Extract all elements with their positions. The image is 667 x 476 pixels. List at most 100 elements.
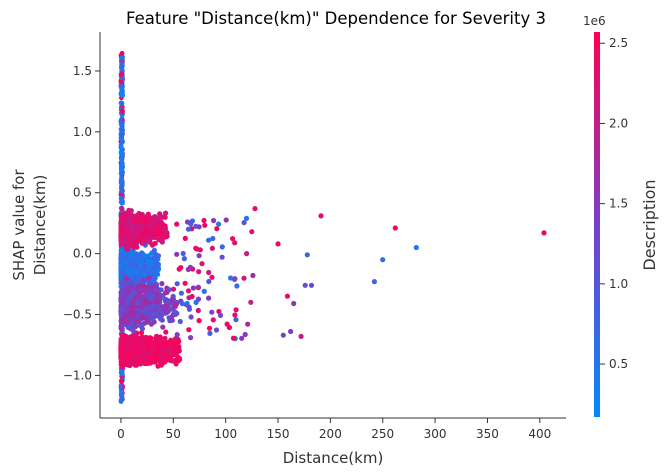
data-point	[154, 348, 160, 354]
data-point	[118, 79, 124, 85]
data-point	[119, 178, 125, 184]
data-point	[152, 356, 158, 362]
data-point	[159, 281, 165, 287]
data-point	[122, 290, 129, 296]
data-point	[158, 362, 164, 368]
data-point	[144, 318, 150, 325]
data-point	[120, 270, 126, 276]
data-point	[119, 60, 125, 66]
data-point	[118, 119, 124, 125]
data-point	[119, 139, 125, 145]
data-point	[142, 360, 148, 366]
data-point	[158, 316, 164, 322]
data-point	[141, 344, 147, 350]
data-point	[158, 287, 164, 293]
data-point	[135, 284, 141, 290]
data-point	[120, 281, 126, 287]
data-point	[149, 242, 156, 248]
data-point	[118, 361, 124, 367]
data-point	[169, 340, 175, 346]
data-point	[150, 303, 156, 310]
data-point	[119, 347, 125, 354]
data-point	[146, 344, 152, 350]
data-point	[169, 350, 175, 357]
data-point	[147, 271, 153, 277]
data-point	[149, 289, 155, 295]
data-point	[148, 350, 154, 356]
data-point	[123, 275, 129, 281]
data-point	[118, 356, 124, 362]
data-point	[148, 359, 155, 365]
data-point	[151, 255, 157, 261]
data-point	[153, 333, 160, 339]
data-point	[131, 289, 137, 295]
dense-point-cloud	[118, 50, 250, 404]
data-point	[137, 323, 143, 329]
data-point	[163, 329, 169, 335]
data-point	[146, 284, 152, 290]
data-point	[149, 316, 155, 322]
data-point	[140, 277, 146, 283]
data-point	[155, 343, 162, 350]
data-point	[173, 301, 179, 307]
data-point	[150, 346, 157, 352]
data-point	[147, 335, 153, 341]
data-point	[138, 356, 144, 362]
data-point	[119, 100, 125, 106]
data-point	[133, 340, 139, 346]
data-point	[132, 350, 138, 356]
data-point	[143, 334, 149, 340]
data-point	[142, 253, 148, 259]
data-point	[121, 264, 127, 270]
data-point	[120, 93, 125, 98]
data-point	[124, 342, 130, 349]
data-point	[130, 299, 136, 305]
data-point	[119, 127, 125, 133]
data-point	[133, 323, 139, 330]
data-point	[154, 261, 160, 268]
data-point	[163, 290, 169, 296]
data-point	[174, 349, 180, 355]
data-point	[118, 341, 124, 347]
data-point	[169, 296, 175, 302]
data-point	[146, 275, 152, 281]
data-point	[131, 259, 137, 265]
data-point	[119, 206, 125, 212]
data-point	[118, 145, 124, 150]
data-point	[120, 200, 125, 206]
data-point	[119, 71, 125, 77]
data-point	[122, 259, 128, 266]
data-point	[125, 351, 131, 357]
data-point	[120, 130, 125, 136]
data-point	[119, 195, 124, 201]
data-point	[118, 83, 124, 89]
data-point	[151, 247, 157, 253]
data-point	[119, 157, 124, 162]
data-point	[142, 308, 148, 314]
data-point	[128, 264, 134, 270]
data-point	[120, 54, 125, 60]
data-point	[133, 253, 139, 259]
data-point	[119, 171, 124, 177]
data-point	[124, 347, 131, 353]
data-point	[156, 294, 162, 300]
data-point	[119, 389, 124, 394]
data-point	[120, 396, 125, 402]
data-point	[142, 293, 148, 299]
data-point	[137, 259, 143, 265]
data-point	[173, 361, 179, 367]
data-point	[120, 188, 125, 194]
data-point	[140, 349, 146, 355]
data-point	[124, 305, 131, 311]
data-point	[133, 274, 139, 280]
data-point	[132, 362, 138, 368]
data-point	[128, 358, 134, 365]
data-point	[118, 384, 124, 389]
data-point	[118, 378, 124, 384]
data-point	[165, 356, 171, 362]
data-point	[119, 64, 124, 70]
data-point	[123, 254, 129, 261]
data-point	[119, 371, 125, 377]
chart-title: Feature "Distance(km)" Dependence for Se…	[126, 9, 546, 28]
data-point	[158, 358, 164, 364]
